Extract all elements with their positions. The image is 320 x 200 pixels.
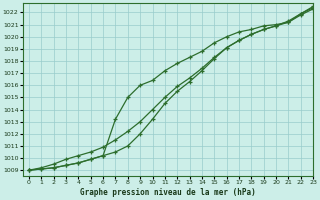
X-axis label: Graphe pression niveau de la mer (hPa): Graphe pression niveau de la mer (hPa) (80, 188, 256, 197)
